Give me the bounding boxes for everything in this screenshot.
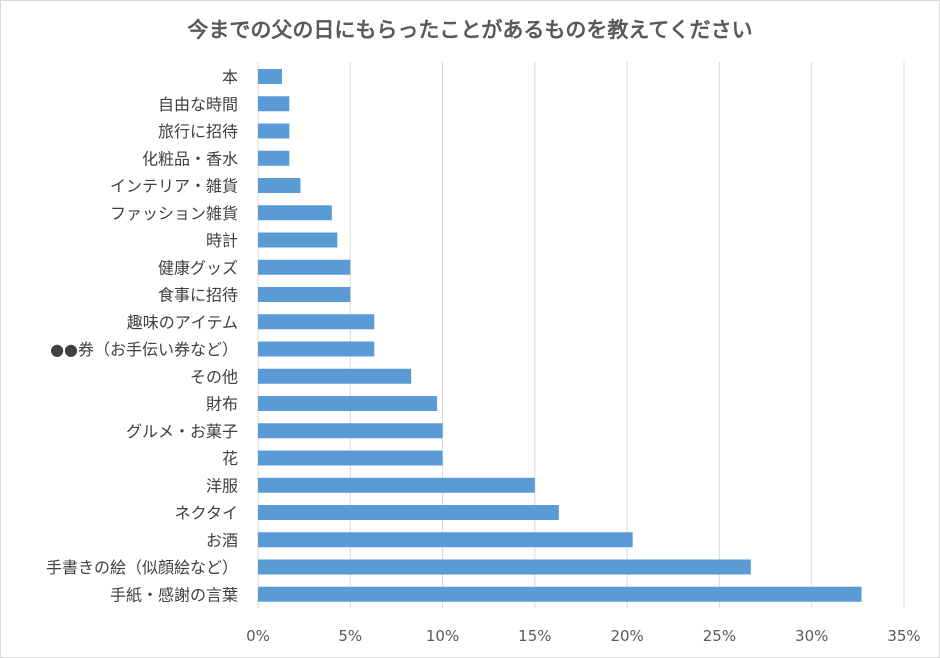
- category-label: ●●券（お手伝い券など）: [50, 340, 238, 359]
- bar: [258, 178, 301, 193]
- category-label: お酒: [206, 531, 238, 550]
- bar: [258, 232, 338, 248]
- category-label: 旅行に招待: [158, 122, 238, 141]
- bar: [258, 505, 559, 520]
- bar: [258, 396, 438, 411]
- bar: [258, 423, 443, 439]
- category-label: 洋服: [206, 476, 238, 495]
- category-label: 化粧品・香水: [142, 149, 238, 168]
- bar: [258, 450, 443, 466]
- x-tick-label: 15%: [518, 627, 551, 645]
- bar: [258, 477, 535, 493]
- category-label: ファッション雑貨: [110, 204, 238, 223]
- x-tick-label: 30%: [795, 627, 828, 645]
- category-label: 趣味のアイテム: [127, 313, 238, 332]
- bar: [258, 287, 351, 302]
- x-tick-label: 0%: [246, 627, 270, 645]
- bar: [258, 123, 290, 139]
- bar: [258, 69, 282, 84]
- category-label: 自由な時間: [158, 95, 238, 114]
- category-label: 財布: [206, 395, 238, 414]
- category-label: 本: [222, 68, 238, 87]
- x-tick-label: 5%: [338, 627, 362, 645]
- category-label: ネクタイ: [175, 504, 238, 523]
- x-tick-label: 10%: [426, 627, 459, 645]
- bar: [258, 150, 290, 166]
- chart-title: 今までの父の日にもらったことがあるものを教えてください: [187, 18, 753, 42]
- x-tick-label: 20%: [610, 627, 643, 645]
- bar: [258, 205, 332, 221]
- gridlines: [257, 62, 905, 608]
- category-label: 時計: [206, 231, 238, 250]
- x-tick-label: 35%: [887, 627, 920, 645]
- bar: [258, 259, 351, 275]
- category-label: その他: [190, 367, 238, 386]
- category-label: 手紙・感謝の言葉: [110, 585, 238, 604]
- bar: [258, 96, 290, 112]
- x-tick-label: 25%: [703, 627, 736, 645]
- category-label: グルメ・お菓子: [126, 422, 238, 441]
- bar: [258, 341, 375, 357]
- bar: [258, 368, 412, 384]
- category-label: インテリア・雑貨: [110, 177, 238, 196]
- category-label: 手書きの絵（似顔絵など）: [46, 558, 238, 577]
- category-label: 健康グッズ: [158, 258, 238, 277]
- category-label: 食事に招待: [158, 286, 238, 305]
- category-labels: 本自由な時間旅行に招待化粧品・香水インテリア・雑貨ファッション雑貨時計健康グッズ…: [46, 68, 238, 605]
- bar-series: [258, 69, 862, 602]
- bar: [258, 314, 375, 330]
- bar: [258, 586, 862, 602]
- bar: [258, 559, 751, 575]
- bar: [258, 532, 633, 548]
- category-label: 花: [222, 449, 238, 468]
- x-axis-tick-labels: 0% 5% 10% 15% 20% 25% 30% 35%: [246, 627, 921, 645]
